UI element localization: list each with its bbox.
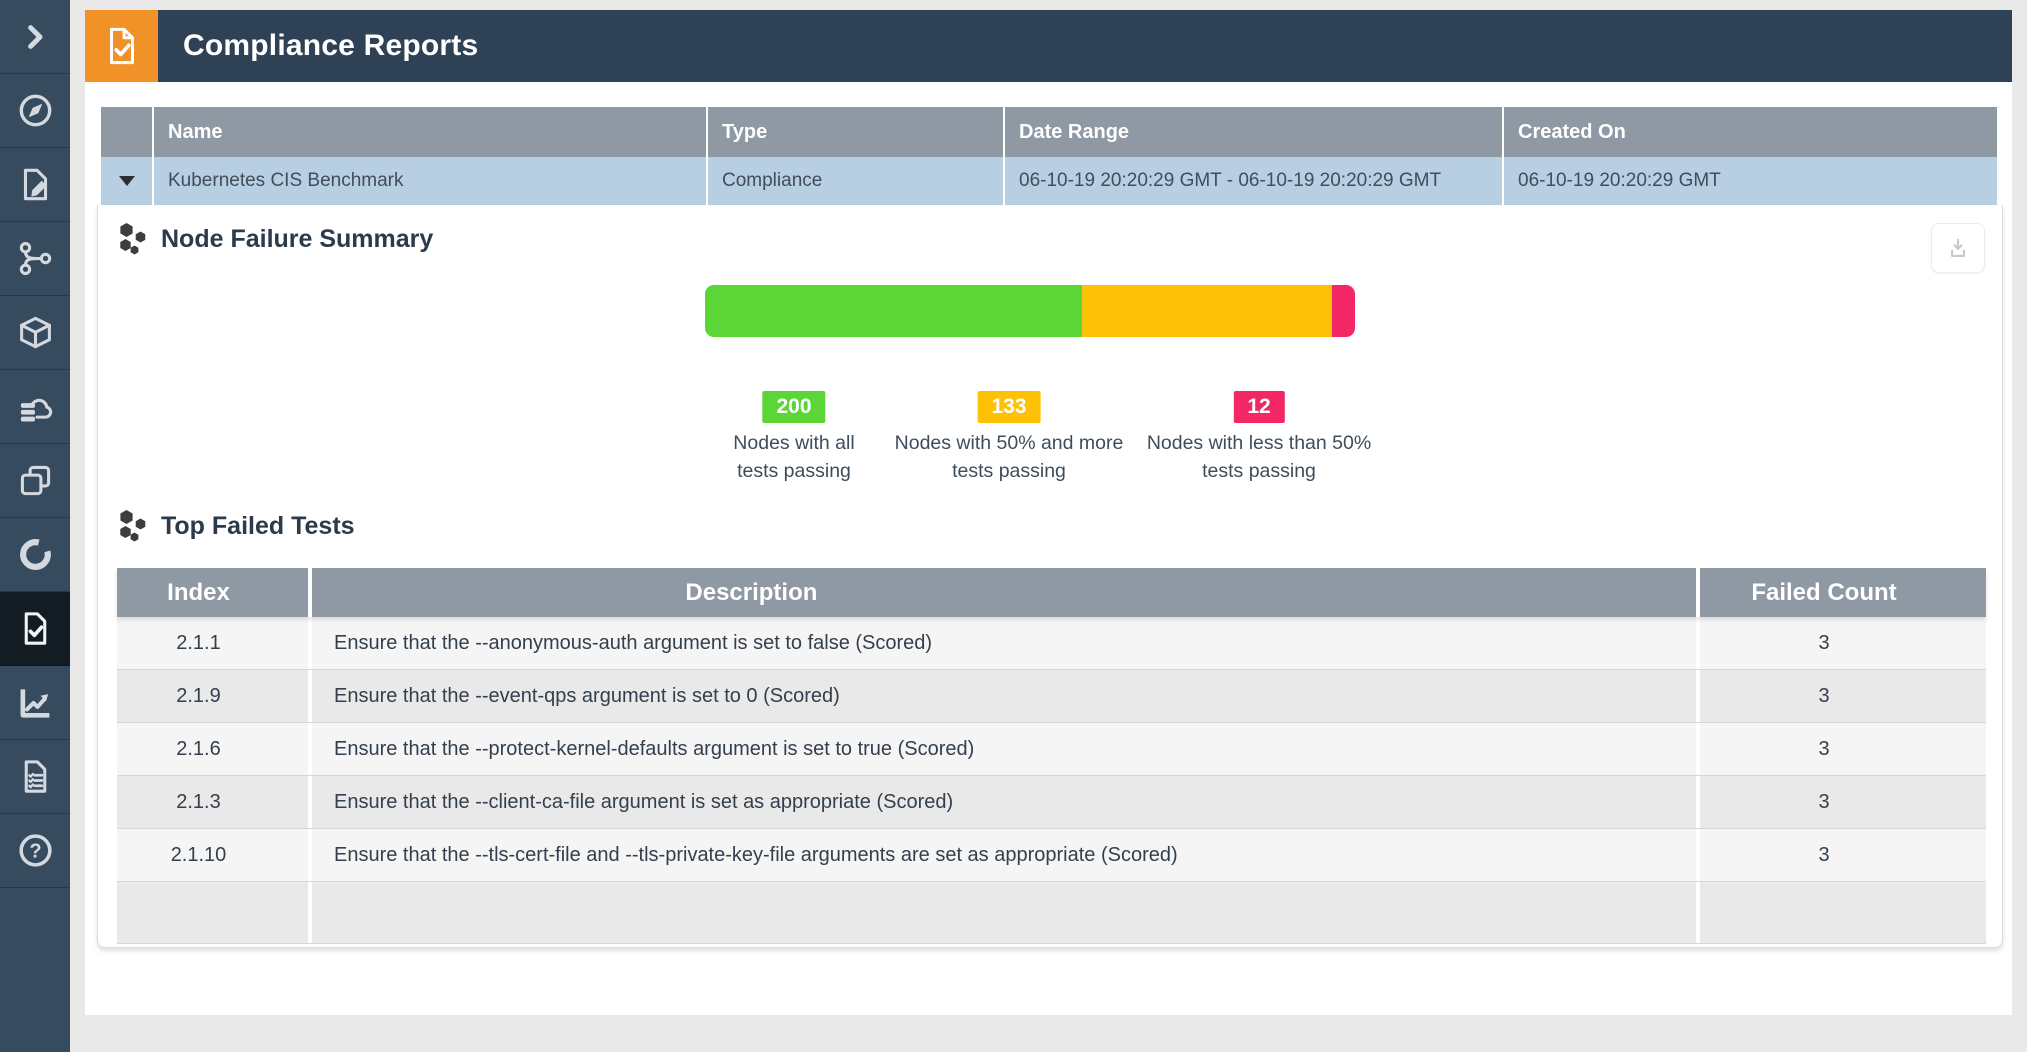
sidebar-item-cube[interactable] [0, 296, 70, 370]
sidebar-item-compass[interactable] [0, 74, 70, 148]
bar-segment [1332, 285, 1355, 337]
sidebar-item-cloud-storage[interactable] [0, 370, 70, 444]
cluster-nodes-icon [120, 510, 146, 542]
column-header-created-on[interactable]: Created On [1502, 107, 1997, 157]
report-type: Compliance [706, 157, 1003, 205]
column-header-name[interactable]: Name [152, 107, 706, 157]
failed-test-row: 2.1.10 Ensure that the --tls-cert-file an… [117, 829, 1986, 882]
download-icon [1950, 238, 1966, 257]
top-failed-tests-heading: Top Failed Tests [116, 508, 355, 544]
bar-segment [705, 285, 1082, 337]
failed-tests-table: Index Description Failed Count 2.1.1 Ensu… [117, 568, 1986, 944]
compass-icon [19, 94, 51, 127]
failed-test-index [117, 882, 308, 943]
failed-test-description [308, 882, 1696, 943]
help-icon: ? [18, 834, 52, 867]
sidebar-item-help[interactable]: ? [0, 814, 70, 888]
column-header-description: Description [308, 568, 1696, 617]
failed-test-index: 2.1.10 [170, 843, 227, 866]
reports-table: Name Type Date Range Created On Kubernet… [101, 107, 1997, 206]
main-content: Name Type Date Range Created On Kubernet… [85, 82, 2012, 1015]
failed-test-count: 3 [1696, 829, 1986, 881]
reports-table-header: Name Type Date Range Created On [101, 107, 1997, 157]
failed-test-row: 2.1.3 Ensure that the --client-ca-file ar… [117, 776, 1986, 829]
failed-test-description: Ensure that the --protect-kernel-default… [308, 723, 1696, 775]
column-header-failed-count: Failed Count [1696, 568, 1986, 617]
document-check-icon [24, 612, 46, 645]
sidebar-item-charts[interactable] [0, 666, 70, 740]
failed-test-count: 3 [1696, 670, 1986, 722]
failed-test-index: 2.1.6 [176, 737, 221, 760]
failed-test-row: 2.1.1 Ensure that the --anonymous-auth ar… [117, 617, 1986, 670]
sidebar-item-compliance[interactable] [0, 592, 70, 666]
sidebar-item-network[interactable] [0, 222, 70, 296]
failed-tests-body: 2.1.1 Ensure that the --anonymous-auth ar… [117, 617, 1986, 944]
failed-test-count: 3 [1696, 723, 1986, 775]
compliance-header-tile [85, 10, 158, 82]
report-row[interactable]: Kubernetes CIS Benchmark Compliance 06-1… [101, 157, 1997, 206]
expand-row-button[interactable] [101, 157, 152, 205]
section-title: Top Failed Tests [161, 511, 355, 540]
failed-test-count: 3 [1696, 617, 1986, 669]
expander-column-header [101, 107, 152, 157]
legend-count-badge: 133 [977, 391, 1041, 423]
sync-icon [19, 539, 51, 570]
failed-test-count: 3 [1696, 776, 1986, 828]
legend-count-badge: 200 [762, 391, 826, 423]
bar-segment [1081, 285, 1333, 337]
sidebar-item-document-edit[interactable] [0, 148, 70, 222]
legend-label: Nodes with all tests passing [733, 432, 855, 482]
failed-test-index: 2.1.1 [176, 631, 221, 654]
download-report-button[interactable] [1931, 223, 1985, 273]
caret-down-icon [118, 176, 135, 186]
chevron-right-icon [28, 24, 43, 49]
sidebar-item-sync[interactable] [0, 518, 70, 592]
page-title: Compliance Reports [183, 29, 479, 62]
failed-tests-header: Index Description Failed Count [117, 568, 1986, 617]
legend-item-partial: 133 Nodes with 50% and more tests passin… [894, 391, 1124, 485]
sidebar-item-layers[interactable] [0, 444, 70, 518]
sidebar-item-report-list[interactable] [0, 740, 70, 814]
failed-test-index: 2.1.9 [176, 684, 221, 707]
chart-line-icon [20, 689, 49, 718]
page-header: Compliance Reports [85, 10, 2012, 82]
failed-test-description: Ensure that the --event-qps argument is … [308, 670, 1696, 722]
legend-label: Nodes with less than 50% tests passing [1146, 432, 1372, 482]
section-title: Node Failure Summary [161, 224, 434, 253]
network-graph-icon [19, 242, 51, 275]
cluster-nodes-icon [120, 223, 146, 255]
column-header-type[interactable]: Type [706, 107, 1003, 157]
document-check-icon [109, 27, 134, 65]
report-created-on: 06-10-19 20:20:29 GMT [1502, 157, 1997, 205]
cube-icon [19, 316, 51, 349]
failed-test-row: 2.1.9 Ensure that the --event-qps argumen… [117, 670, 1986, 723]
checklist-icon [24, 760, 46, 793]
failed-test-description: Ensure that the --client-ca-file argumen… [308, 776, 1696, 828]
failed-test-empty-row [117, 882, 1986, 944]
failed-test-row: 2.1.6 Ensure that the --protect-kernel-de… [117, 723, 1986, 776]
legend-item-pass: 200 Nodes with all tests passing [733, 391, 855, 485]
svg-text:?: ? [29, 841, 41, 863]
report-name: Kubernetes CIS Benchmark [152, 157, 706, 205]
stacked-bar [705, 285, 1355, 337]
sidebar: ? [0, 0, 70, 1052]
document-edit-icon [23, 168, 47, 201]
failed-test-description: Ensure that the --tls-cert-file and --tl… [308, 829, 1696, 881]
node-failure-summary-heading: Node Failure Summary [116, 221, 433, 257]
column-header-index: Index [167, 578, 230, 606]
column-header-date-range[interactable]: Date Range [1003, 107, 1502, 157]
failed-test-count [1696, 882, 1986, 943]
layers-icon [20, 465, 50, 496]
legend-item-fail: 12 Nodes with less than 50% tests passin… [1147, 391, 1371, 485]
legend-label: Nodes with 50% and more tests passing [894, 432, 1124, 482]
report-date-range: 06-10-19 20:20:29 GMT - 06-10-19 20:20:2… [1003, 157, 1502, 205]
report-detail-card: Node Failure Summary 200 Nodes with all … [97, 205, 2003, 948]
failed-test-description: Ensure that the --anonymous-auth argumen… [308, 617, 1696, 669]
sidebar-item-expand[interactable] [0, 0, 70, 74]
cloud-storage-icon [20, 398, 52, 422]
failed-test-index: 2.1.3 [176, 790, 221, 813]
legend-count-badge: 12 [1233, 391, 1285, 423]
